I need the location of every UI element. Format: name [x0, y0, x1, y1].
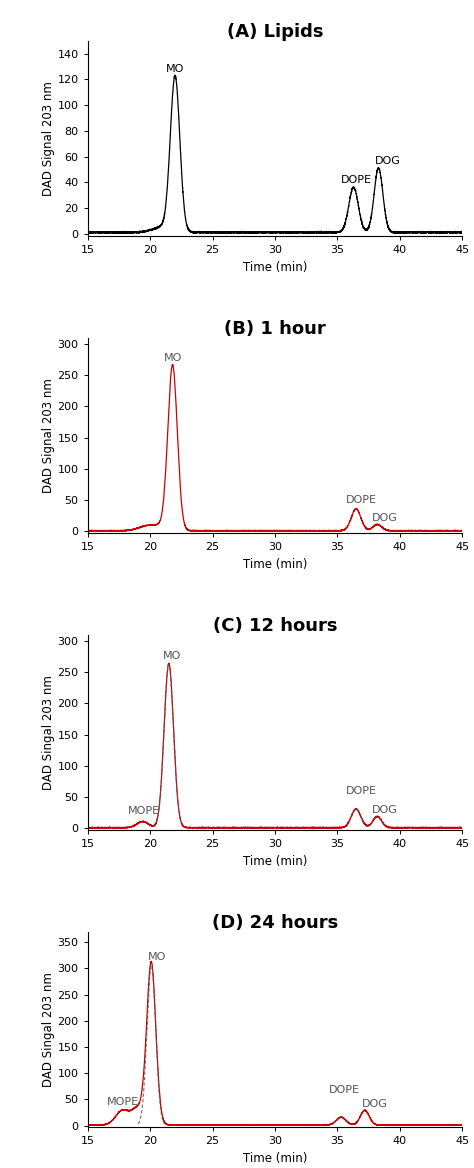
Text: MO: MO: [147, 952, 166, 962]
Y-axis label: DAD Signal 203 nm: DAD Signal 203 nm: [42, 378, 55, 493]
Text: DOG: DOG: [372, 805, 398, 815]
Text: DOG: DOG: [372, 513, 398, 522]
Text: MO: MO: [163, 651, 181, 661]
Text: MO: MO: [164, 354, 182, 363]
Text: DOPE: DOPE: [346, 495, 377, 505]
X-axis label: Time (min): Time (min): [243, 855, 307, 868]
Text: DOPE: DOPE: [328, 1085, 360, 1096]
Y-axis label: DAD Signal 203 nm: DAD Signal 203 nm: [42, 81, 55, 196]
X-axis label: Time (min): Time (min): [243, 1152, 307, 1164]
Text: MO: MO: [166, 64, 185, 75]
Text: DOG: DOG: [375, 155, 401, 166]
Text: DOG: DOG: [362, 1099, 388, 1108]
Y-axis label: DAD Singal 203 nm: DAD Singal 203 nm: [42, 675, 55, 790]
Title: (A) Lipids: (A) Lipids: [227, 22, 323, 41]
X-axis label: Time (min): Time (min): [243, 260, 307, 273]
Text: MOPE: MOPE: [106, 1097, 138, 1107]
Text: MOPE: MOPE: [128, 806, 160, 815]
Y-axis label: DAD Singal 203 nm: DAD Singal 203 nm: [42, 972, 55, 1087]
Title: (C) 12 hours: (C) 12 hours: [213, 617, 337, 634]
Text: DOPE: DOPE: [341, 175, 372, 185]
X-axis label: Time (min): Time (min): [243, 558, 307, 571]
Text: DOPE: DOPE: [346, 786, 377, 797]
Title: (B) 1 hour: (B) 1 hour: [224, 320, 326, 338]
Title: (D) 24 hours: (D) 24 hours: [212, 913, 338, 932]
